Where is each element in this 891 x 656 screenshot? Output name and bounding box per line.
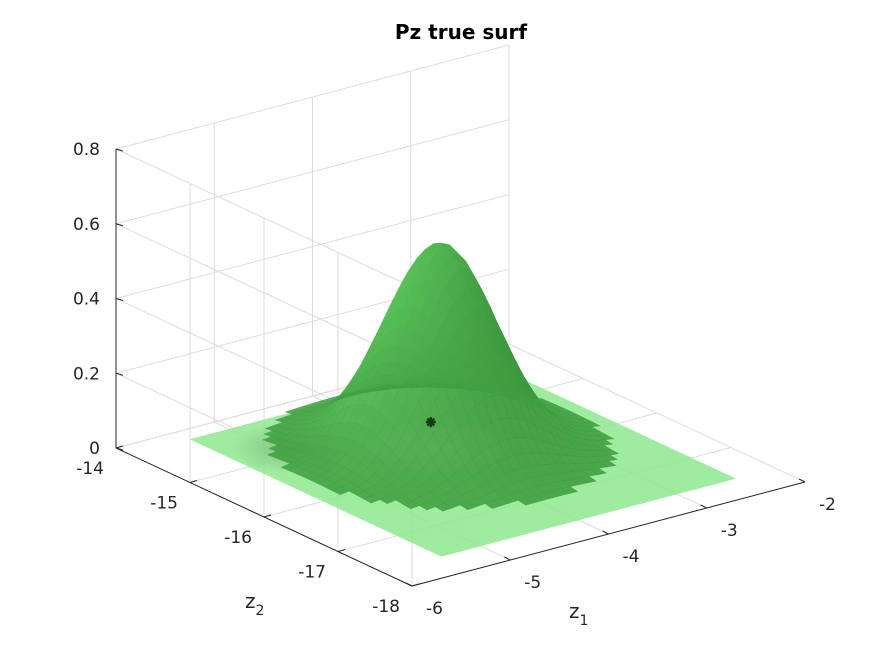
z-tick-mark xyxy=(115,298,124,301)
left-wall-gridline-horizontal xyxy=(115,223,413,363)
y-axis-label: z2 xyxy=(245,589,264,619)
x-axis-label: z1 xyxy=(569,599,588,629)
z-tick-mark xyxy=(115,372,124,376)
z-tick-mark xyxy=(115,148,124,152)
x-tick-mark xyxy=(602,530,609,535)
y-tick-mark xyxy=(115,445,124,449)
point-marker xyxy=(425,417,436,428)
z-tick-label: 0.6 xyxy=(73,215,100,235)
x-tick-mark xyxy=(405,582,413,587)
y-tick-label: -17 xyxy=(298,563,326,583)
x-tick-mark xyxy=(504,556,511,561)
back-wall-gridline-horizontal xyxy=(115,119,510,225)
y-tick-mark xyxy=(411,583,420,587)
y-tick-label: -18 xyxy=(372,597,400,617)
y-tick-mark xyxy=(189,480,198,483)
x-tick-mark xyxy=(798,478,806,483)
tick-labels: -6 -5 -4 -3 -2 -18 -17 -16 -15 -140 0.2 0.4 0.6 0.8 xyxy=(73,140,836,619)
z-tick-mark xyxy=(115,447,124,451)
x-tick-label: -6 xyxy=(426,599,443,619)
back-wall-gridline-horizontal xyxy=(115,44,510,150)
y-tick-label: -14 xyxy=(76,459,104,479)
chart-title: Pz true surf xyxy=(395,20,527,44)
surface-patch xyxy=(264,425,282,432)
z-tick-mark xyxy=(115,223,124,227)
surface-patch xyxy=(284,408,302,415)
y-tick-mark xyxy=(263,514,272,518)
x-tick-label: -5 xyxy=(524,573,541,593)
x-tick-label: -3 xyxy=(721,521,738,541)
y-tick-mark xyxy=(337,549,346,552)
surface-patch xyxy=(274,416,292,423)
z-tick-label: 0.2 xyxy=(73,364,100,384)
gaussian-surface xyxy=(262,242,620,512)
z-tick-label: 0.8 xyxy=(73,140,100,160)
x-tick-label: -4 xyxy=(623,547,640,567)
y-tick-label: -15 xyxy=(150,494,178,514)
z-tick-label: 0 xyxy=(89,439,100,459)
x-tick-label: -2 xyxy=(819,495,836,515)
x-tick-mark xyxy=(700,504,707,509)
z-tick-label: 0.4 xyxy=(73,290,100,310)
back-wall-gridline-horizontal xyxy=(115,194,510,299)
left-wall-gridline-horizontal xyxy=(115,148,413,288)
marker-point xyxy=(427,419,434,426)
y-tick-label: -16 xyxy=(224,528,252,548)
